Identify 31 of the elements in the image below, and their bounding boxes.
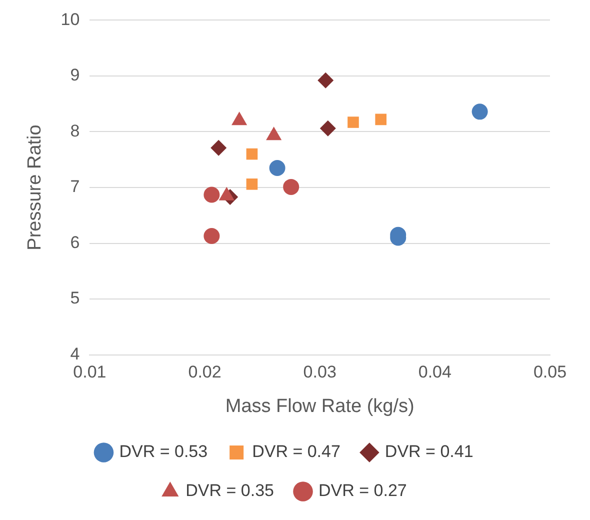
legend-label: DVR = 0.27 <box>318 481 407 500</box>
point <box>348 116 359 128</box>
y-axis-title: Pressure Ratio <box>24 124 46 250</box>
y-tick-label: 8 <box>70 121 80 140</box>
point <box>375 114 386 126</box>
x-tick-label: 0.01 <box>73 362 106 382</box>
y-tick-label: 9 <box>70 66 80 85</box>
point <box>246 148 258 160</box>
legend-label: DVR = 0.53 <box>119 442 208 462</box>
point <box>283 178 300 195</box>
point <box>269 160 286 176</box>
x-tick-label: 0.05 <box>533 362 567 382</box>
y-tick-label: 5 <box>70 288 80 308</box>
legend-label: DVR = 0.47 <box>252 442 340 462</box>
y-tick-label: 6 <box>70 232 80 252</box>
y-tick-label: 7 <box>70 177 80 196</box>
point <box>210 140 227 156</box>
point <box>320 120 336 136</box>
legend-label: DVR = 0.41 <box>384 442 474 462</box>
x-tick-label: 0.04 <box>418 362 452 382</box>
point <box>246 178 258 190</box>
y-tick-label: 10 <box>60 10 80 29</box>
x-tick-label: 0.02 <box>188 362 222 382</box>
point <box>204 186 220 203</box>
legend-label: DVR = 0.35 <box>186 481 274 500</box>
point <box>204 228 220 244</box>
x-axis-title: Mass Flow Rate (kg/s) <box>225 396 414 417</box>
point <box>472 104 488 120</box>
y-tick-label: 4 <box>70 344 80 364</box>
point <box>318 72 334 88</box>
x-tick-label: 0.03 <box>303 362 336 382</box>
